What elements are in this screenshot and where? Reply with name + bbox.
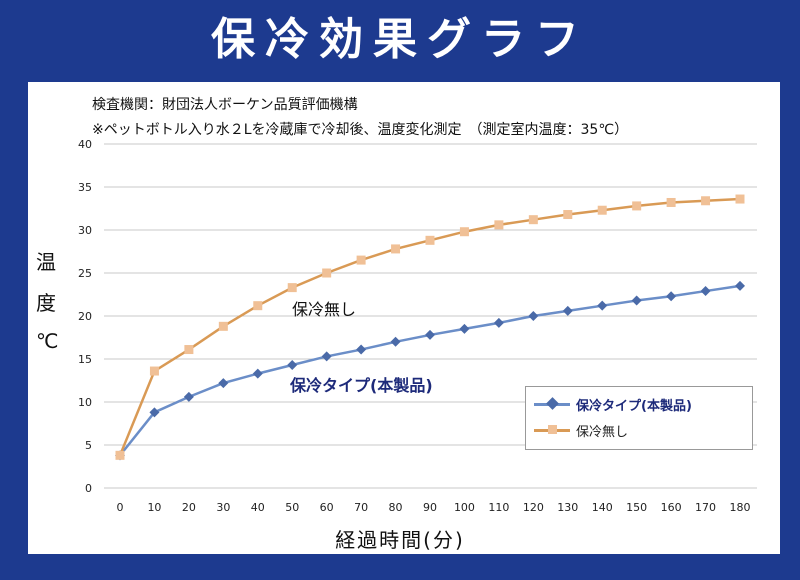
x-tick-label: 60 <box>320 501 334 514</box>
data-point-no-insulation <box>563 210 573 220</box>
data-point-product <box>252 368 263 379</box>
data-point-no-insulation <box>149 366 159 376</box>
test-conditions-note: ※ペットボトル入り水２Lを冷蔵庫で冷却後、温度変化測定 （測定室内温度：35℃） <box>92 122 629 138</box>
data-point-no-insulation <box>184 345 194 355</box>
data-point-product <box>528 311 539 321</box>
data-point-product <box>149 407 160 418</box>
x-tick-label: 30 <box>216 501 230 514</box>
x-tick-label: 0 <box>117 501 124 514</box>
data-point-product <box>425 329 435 340</box>
data-point-product <box>183 391 194 402</box>
data-point-product <box>493 317 504 328</box>
x-tick-label: 170 <box>695 501 716 514</box>
x-tick-label: 140 <box>592 501 613 514</box>
x-axis-label: 経過時間(分) <box>335 528 465 552</box>
data-point-product <box>459 323 470 334</box>
data-point-no-insulation <box>287 283 297 293</box>
data-point-no-insulation <box>597 205 607 215</box>
y-axis-label-char-3: ℃ <box>36 329 59 353</box>
x-tick-label: 110 <box>488 501 509 514</box>
x-tick-label: 150 <box>626 501 647 514</box>
y-axis-label-char-1: 温 <box>36 250 56 274</box>
data-point-no-insulation <box>218 321 228 331</box>
data-point-product <box>287 360 298 371</box>
data-point-no-insulation <box>632 201 642 211</box>
data-point-no-insulation <box>735 194 745 204</box>
data-point-no-insulation <box>253 301 263 311</box>
x-tick-label: 90 <box>423 501 437 514</box>
y-tick-label: 20 <box>78 310 92 323</box>
data-point-product <box>356 344 367 355</box>
data-point-no-insulation <box>528 215 538 225</box>
square-marker-icon <box>548 425 557 434</box>
legend-item-product: 保冷タイプ(本製品) <box>534 393 749 415</box>
data-point-product <box>631 295 642 306</box>
data-point-product <box>700 286 711 297</box>
x-tick-label: 70 <box>354 501 368 514</box>
data-point-product <box>666 291 677 302</box>
data-point-no-insulation <box>322 268 332 278</box>
y-tick-label: 5 <box>85 439 92 452</box>
x-tick-label: 130 <box>557 501 578 514</box>
data-point-product <box>321 351 332 362</box>
data-point-product <box>562 305 573 316</box>
annotation-product: 保冷タイプ(本製品) <box>290 376 433 395</box>
x-tick-label: 10 <box>147 501 161 514</box>
x-tick-label: 120 <box>523 501 544 514</box>
y-axis-label-char-2: 度 <box>36 291 56 315</box>
x-tick-label: 100 <box>454 501 475 514</box>
data-point-no-insulation <box>356 255 366 265</box>
legend-item-no-insulation: 保冷無し <box>534 419 749 441</box>
legend: 保冷タイプ(本製品) 保冷無し <box>525 386 753 450</box>
annotation-no-insulation: 保冷無し <box>292 300 357 319</box>
data-point-product <box>218 378 229 389</box>
data-point-product <box>390 336 401 347</box>
diamond-marker-icon <box>546 397 559 410</box>
x-tick-label: 160 <box>661 501 682 514</box>
data-point-no-insulation <box>459 227 469 237</box>
y-tick-label: 35 <box>78 181 92 194</box>
y-tick-label: 0 <box>85 482 92 495</box>
data-point-no-insulation <box>701 196 711 206</box>
data-point-product <box>735 280 745 291</box>
y-tick-label: 10 <box>78 396 92 409</box>
x-tick-label: 40 <box>251 501 265 514</box>
y-tick-label: 40 <box>78 138 92 151</box>
x-tick-label: 180 <box>730 501 751 514</box>
legend-label-product: 保冷タイプ(本製品) <box>576 399 692 414</box>
chart-panel <box>28 82 780 554</box>
chart-title: 保冷効果グラフ <box>211 14 589 65</box>
data-point-no-insulation <box>494 220 504 230</box>
y-tick-label: 15 <box>78 353 92 366</box>
x-tick-label: 20 <box>182 501 196 514</box>
y-tick-label: 25 <box>78 267 92 280</box>
x-tick-label: 50 <box>285 501 299 514</box>
testing-agency-note: 検査機関：財団法人ボーケン品質評価機構 <box>92 97 358 113</box>
data-point-no-insulation <box>666 197 676 207</box>
data-point-product <box>597 300 608 311</box>
legend-label-no-insulation: 保冷無し <box>576 425 629 440</box>
x-tick-label: 80 <box>389 501 403 514</box>
data-point-no-insulation <box>115 450 125 460</box>
data-point-no-insulation <box>391 244 401 254</box>
data-point-no-insulation <box>425 235 435 245</box>
y-tick-label: 30 <box>78 224 92 237</box>
